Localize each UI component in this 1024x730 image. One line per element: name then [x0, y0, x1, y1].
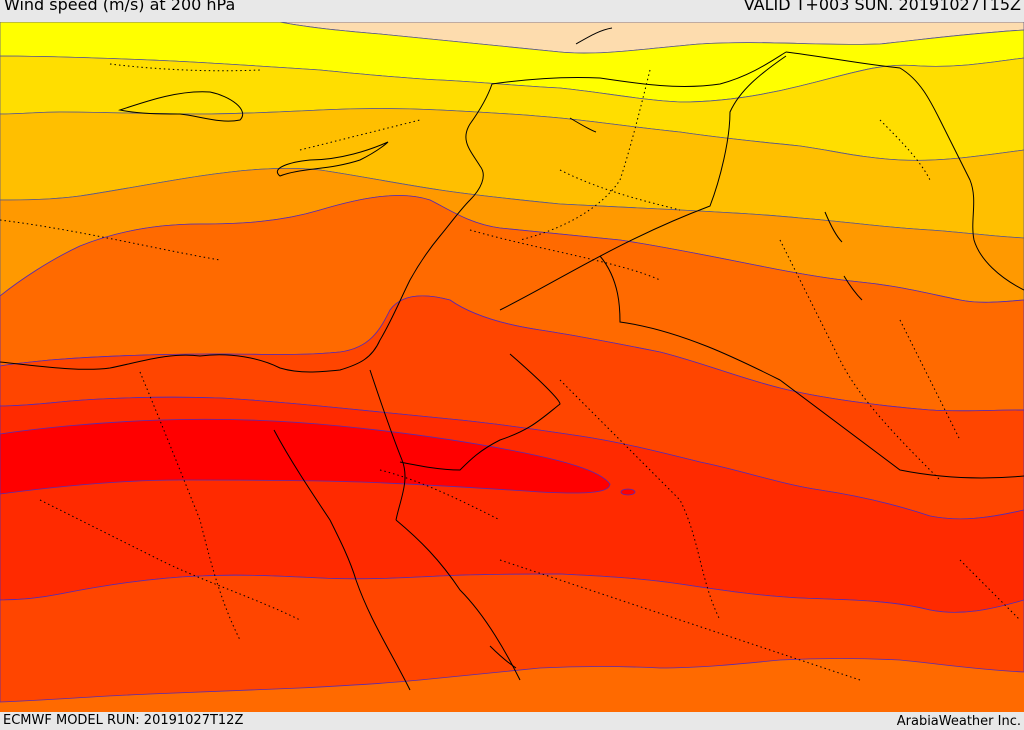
wind-speed-map[interactable] — [0, 22, 1024, 712]
coastlines — [0, 27, 1024, 691]
footer-bar: ECMWF MODEL RUN: 20191027T12Z ArabiaWeat… — [0, 712, 1024, 729]
credit-label: ArabiaWeather Inc. — [896, 714, 1021, 729]
band-lower — [0, 573, 1024, 703]
band-jet-core — [0, 418, 611, 495]
internal-borders — [0, 63, 1021, 681]
map-title: Wind speed (m/s) at 200 hPa — [4, 0, 236, 14]
valid-time: VALID T+003 SUN. 20191027T15Z — [743, 0, 1021, 14]
header-bar: Wind speed (m/s) at 200 hPa VALID T+003 … — [0, 0, 1024, 22]
model-run: ECMWF MODEL RUN: 20191027T12Z — [3, 713, 244, 728]
jet-core-small — [620, 488, 636, 496]
